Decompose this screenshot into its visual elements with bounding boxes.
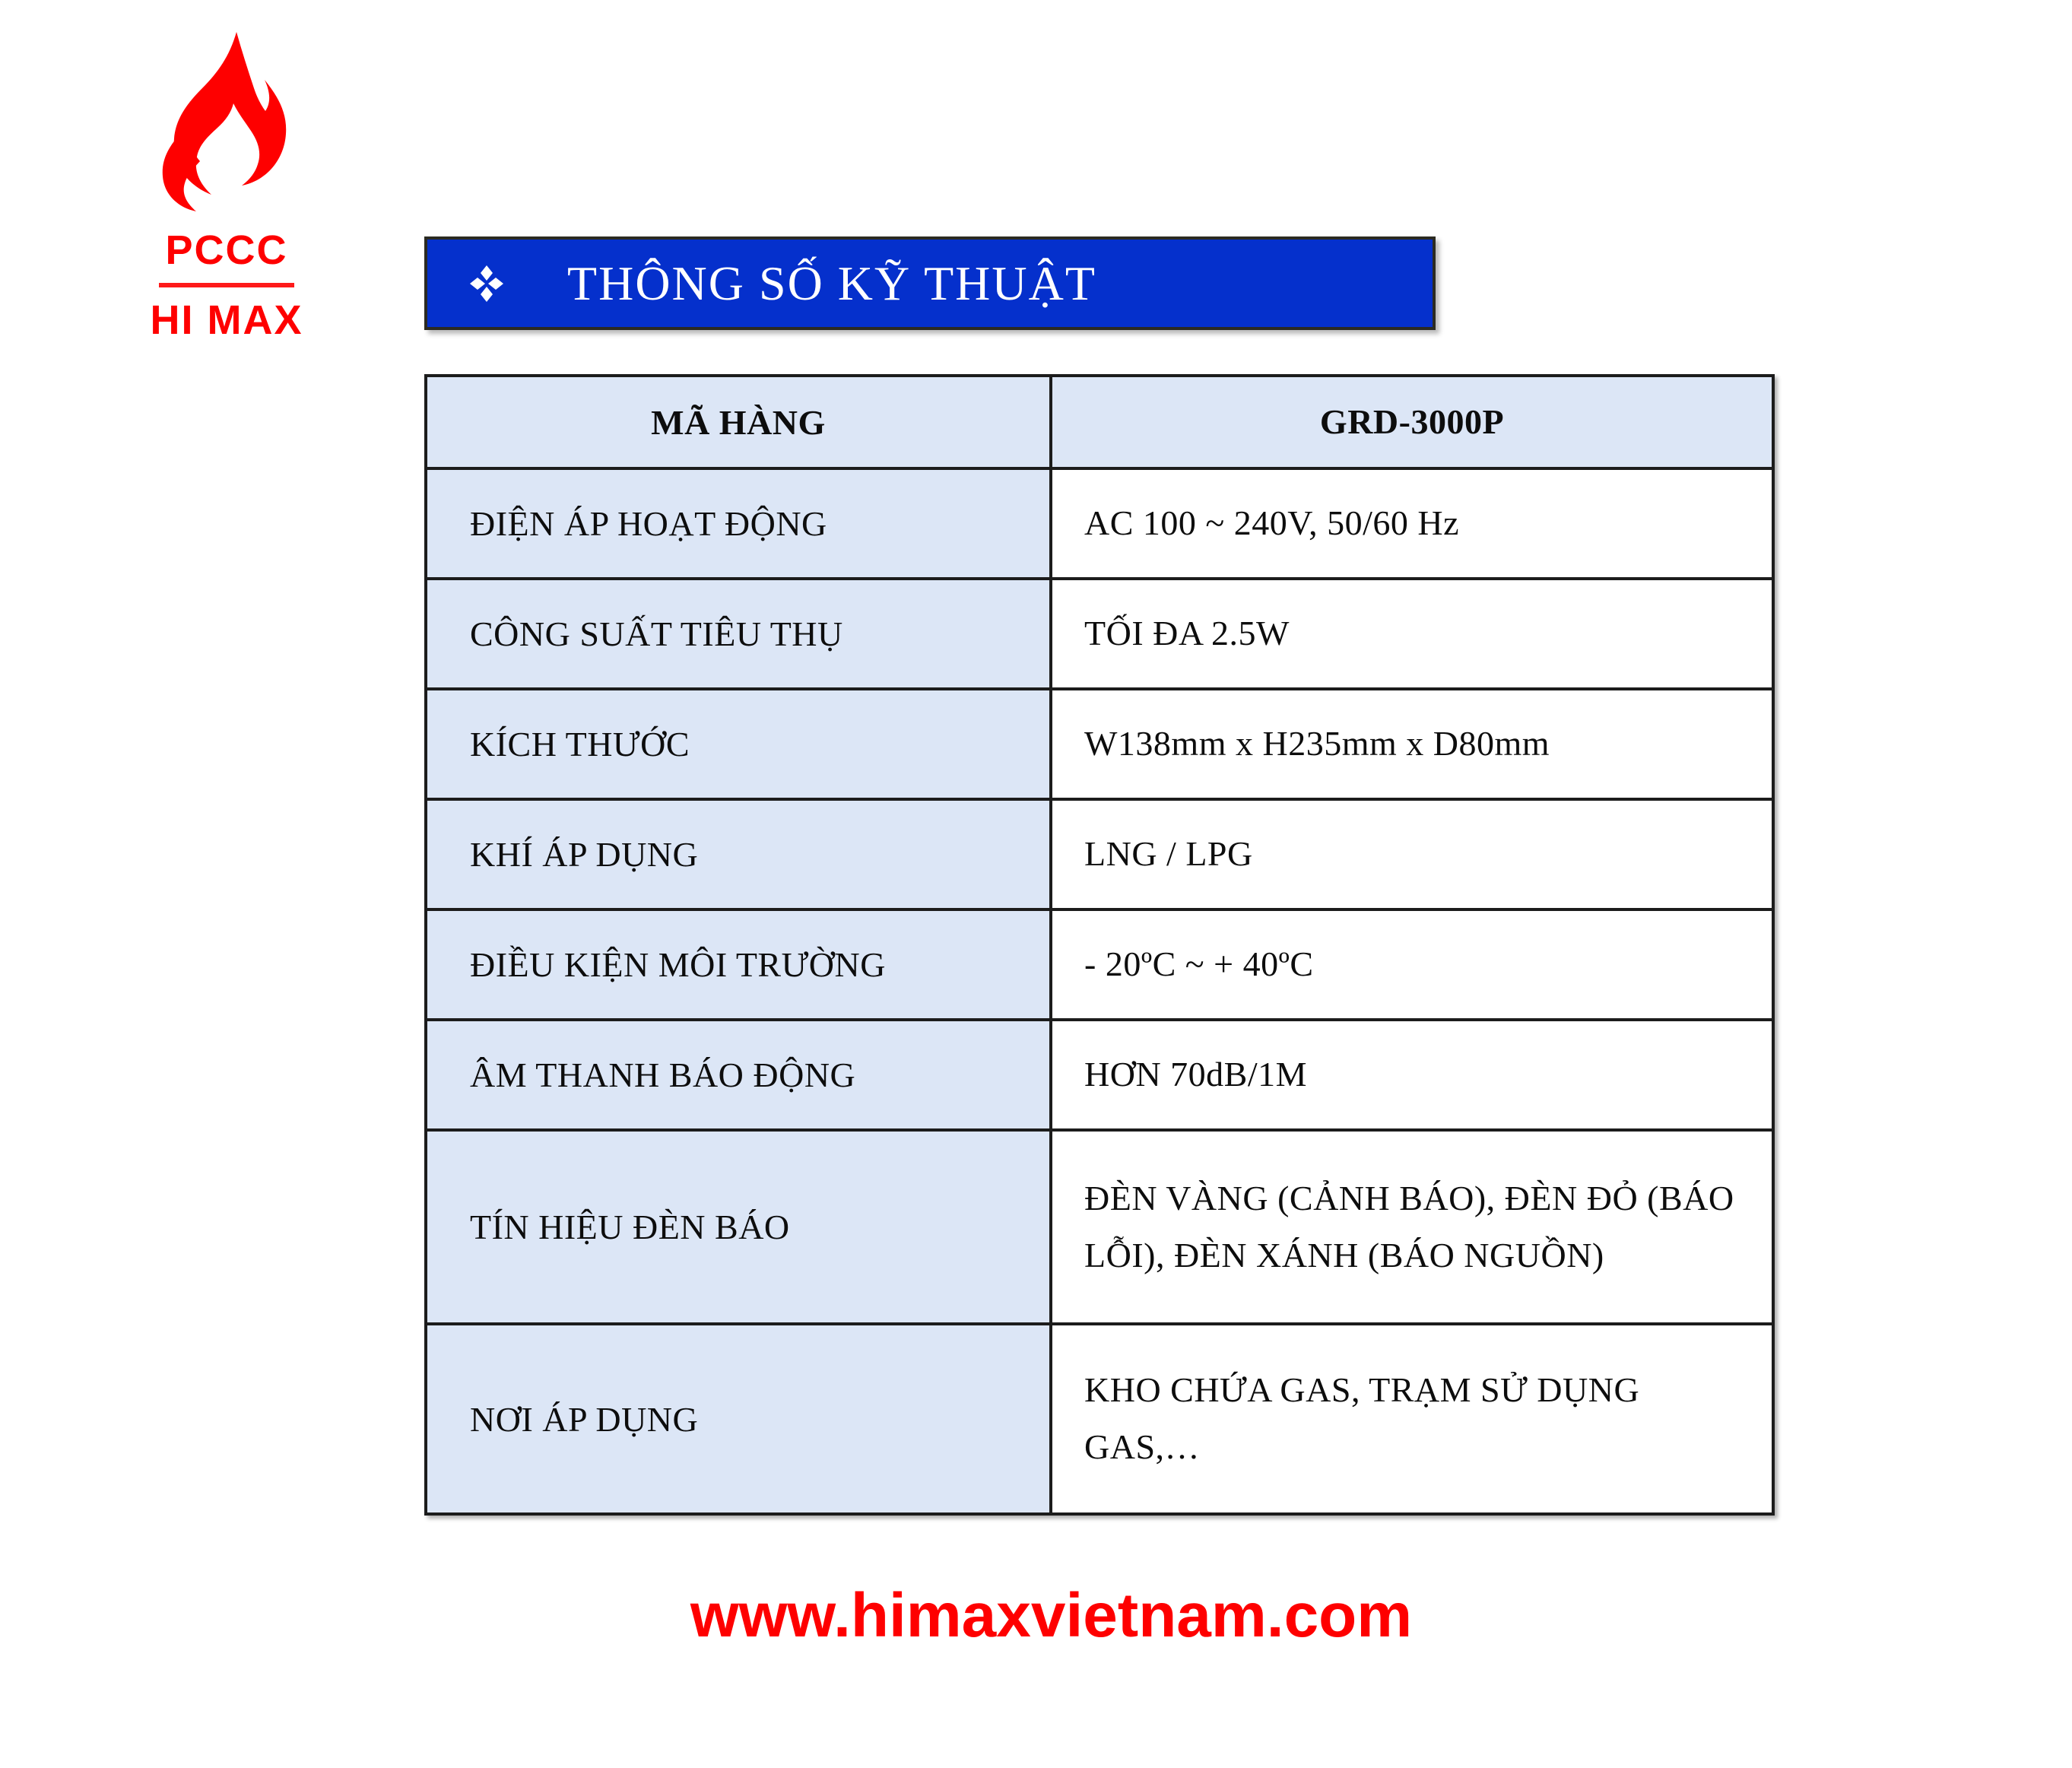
table-row: KÍCH THƯỚC W138mm x H235mm x D80mm xyxy=(424,687,1775,801)
logo-text-pccc: PCCC xyxy=(165,227,288,273)
page-title: THÔNG SỐ KỸ THUẬT xyxy=(567,256,1096,310)
table-row: ÂM THANH BÁO ĐỘNG HƠN 70dB/1M xyxy=(424,1018,1775,1132)
spec-label: KÍCH THƯỚC xyxy=(424,687,1052,801)
table-row: CÔNG SUẤT TIÊU THỤ TỐI ĐA 2.5W xyxy=(424,577,1775,690)
brand-logo: PCCC HI MAX xyxy=(113,30,341,341)
spec-label: ÂM THANH BÁO ĐỘNG xyxy=(424,1018,1052,1132)
spec-value: - 20ºC ~ + 40ºC xyxy=(1049,908,1775,1021)
spec-value: W138mm x H235mm x D80mm xyxy=(1049,687,1775,801)
section-title-bar: THÔNG SỐ KỸ THUẬT xyxy=(424,236,1436,330)
spec-value: LNG / LPG xyxy=(1049,798,1775,911)
spec-value: ĐÈN VÀNG (CẢNH BÁO), ĐÈN ĐỎ (BÁO LỖI), Đ… xyxy=(1049,1128,1775,1325)
spec-value: KHO CHỨA GAS, TRẠM SỬ DỤNG GAS,… xyxy=(1049,1322,1775,1516)
table-header-row: MÃ HÀNG GRD-3000P xyxy=(424,374,1775,470)
spec-value: HƠN 70dB/1M xyxy=(1049,1018,1775,1132)
spec-value: TỐI ĐA 2.5W xyxy=(1049,577,1775,690)
spec-value: AC 100 ~ 240V, 50/60 Hz xyxy=(1049,467,1775,580)
spec-label: ĐIỆN ÁP HOẠT ĐỘNG xyxy=(424,467,1052,580)
website-url[interactable]: www.himaxvietnam.com xyxy=(690,1581,1413,1650)
table-row: TÍN HIỆU ĐÈN BÁO ĐÈN VÀNG (CẢNH BÁO), ĐÈ… xyxy=(424,1128,1775,1325)
spec-label: NƠI ÁP DỤNG xyxy=(424,1322,1052,1516)
table-row: ĐIỆN ÁP HOẠT ĐỘNG AC 100 ~ 240V, 50/60 H… xyxy=(424,467,1775,580)
spec-label: ĐIỀU KIỆN MÔI TRƯỜNG xyxy=(424,908,1052,1021)
table-row: NƠI ÁP DỤNG KHO CHỨA GAS, TRẠM SỬ DỤNG G… xyxy=(424,1322,1775,1516)
table-row: ĐIỀU KIỆN MÔI TRƯỜNG - 20ºC ~ + 40ºC xyxy=(424,908,1775,1021)
logo-text-himax: HI MAX xyxy=(150,297,303,343)
diamond-bullet-icon xyxy=(470,265,503,302)
spec-label: TÍN HIỆU ĐÈN BÁO xyxy=(424,1128,1052,1325)
spec-label: KHÍ ÁP DỤNG xyxy=(424,798,1052,911)
spec-label: CÔNG SUẤT TIÊU THỤ xyxy=(424,577,1052,690)
table-row: KHÍ ÁP DỤNG LNG / LPG xyxy=(424,798,1775,911)
table-header-label: MÃ HÀNG xyxy=(424,374,1052,470)
flame-icon xyxy=(162,32,287,211)
technical-specifications-table: MÃ HÀNG GRD-3000P ĐIỆN ÁP HOẠT ĐỘNG AC 1… xyxy=(424,374,1775,1516)
table-header-value: GRD-3000P xyxy=(1049,374,1775,470)
logo-divider xyxy=(159,283,294,287)
